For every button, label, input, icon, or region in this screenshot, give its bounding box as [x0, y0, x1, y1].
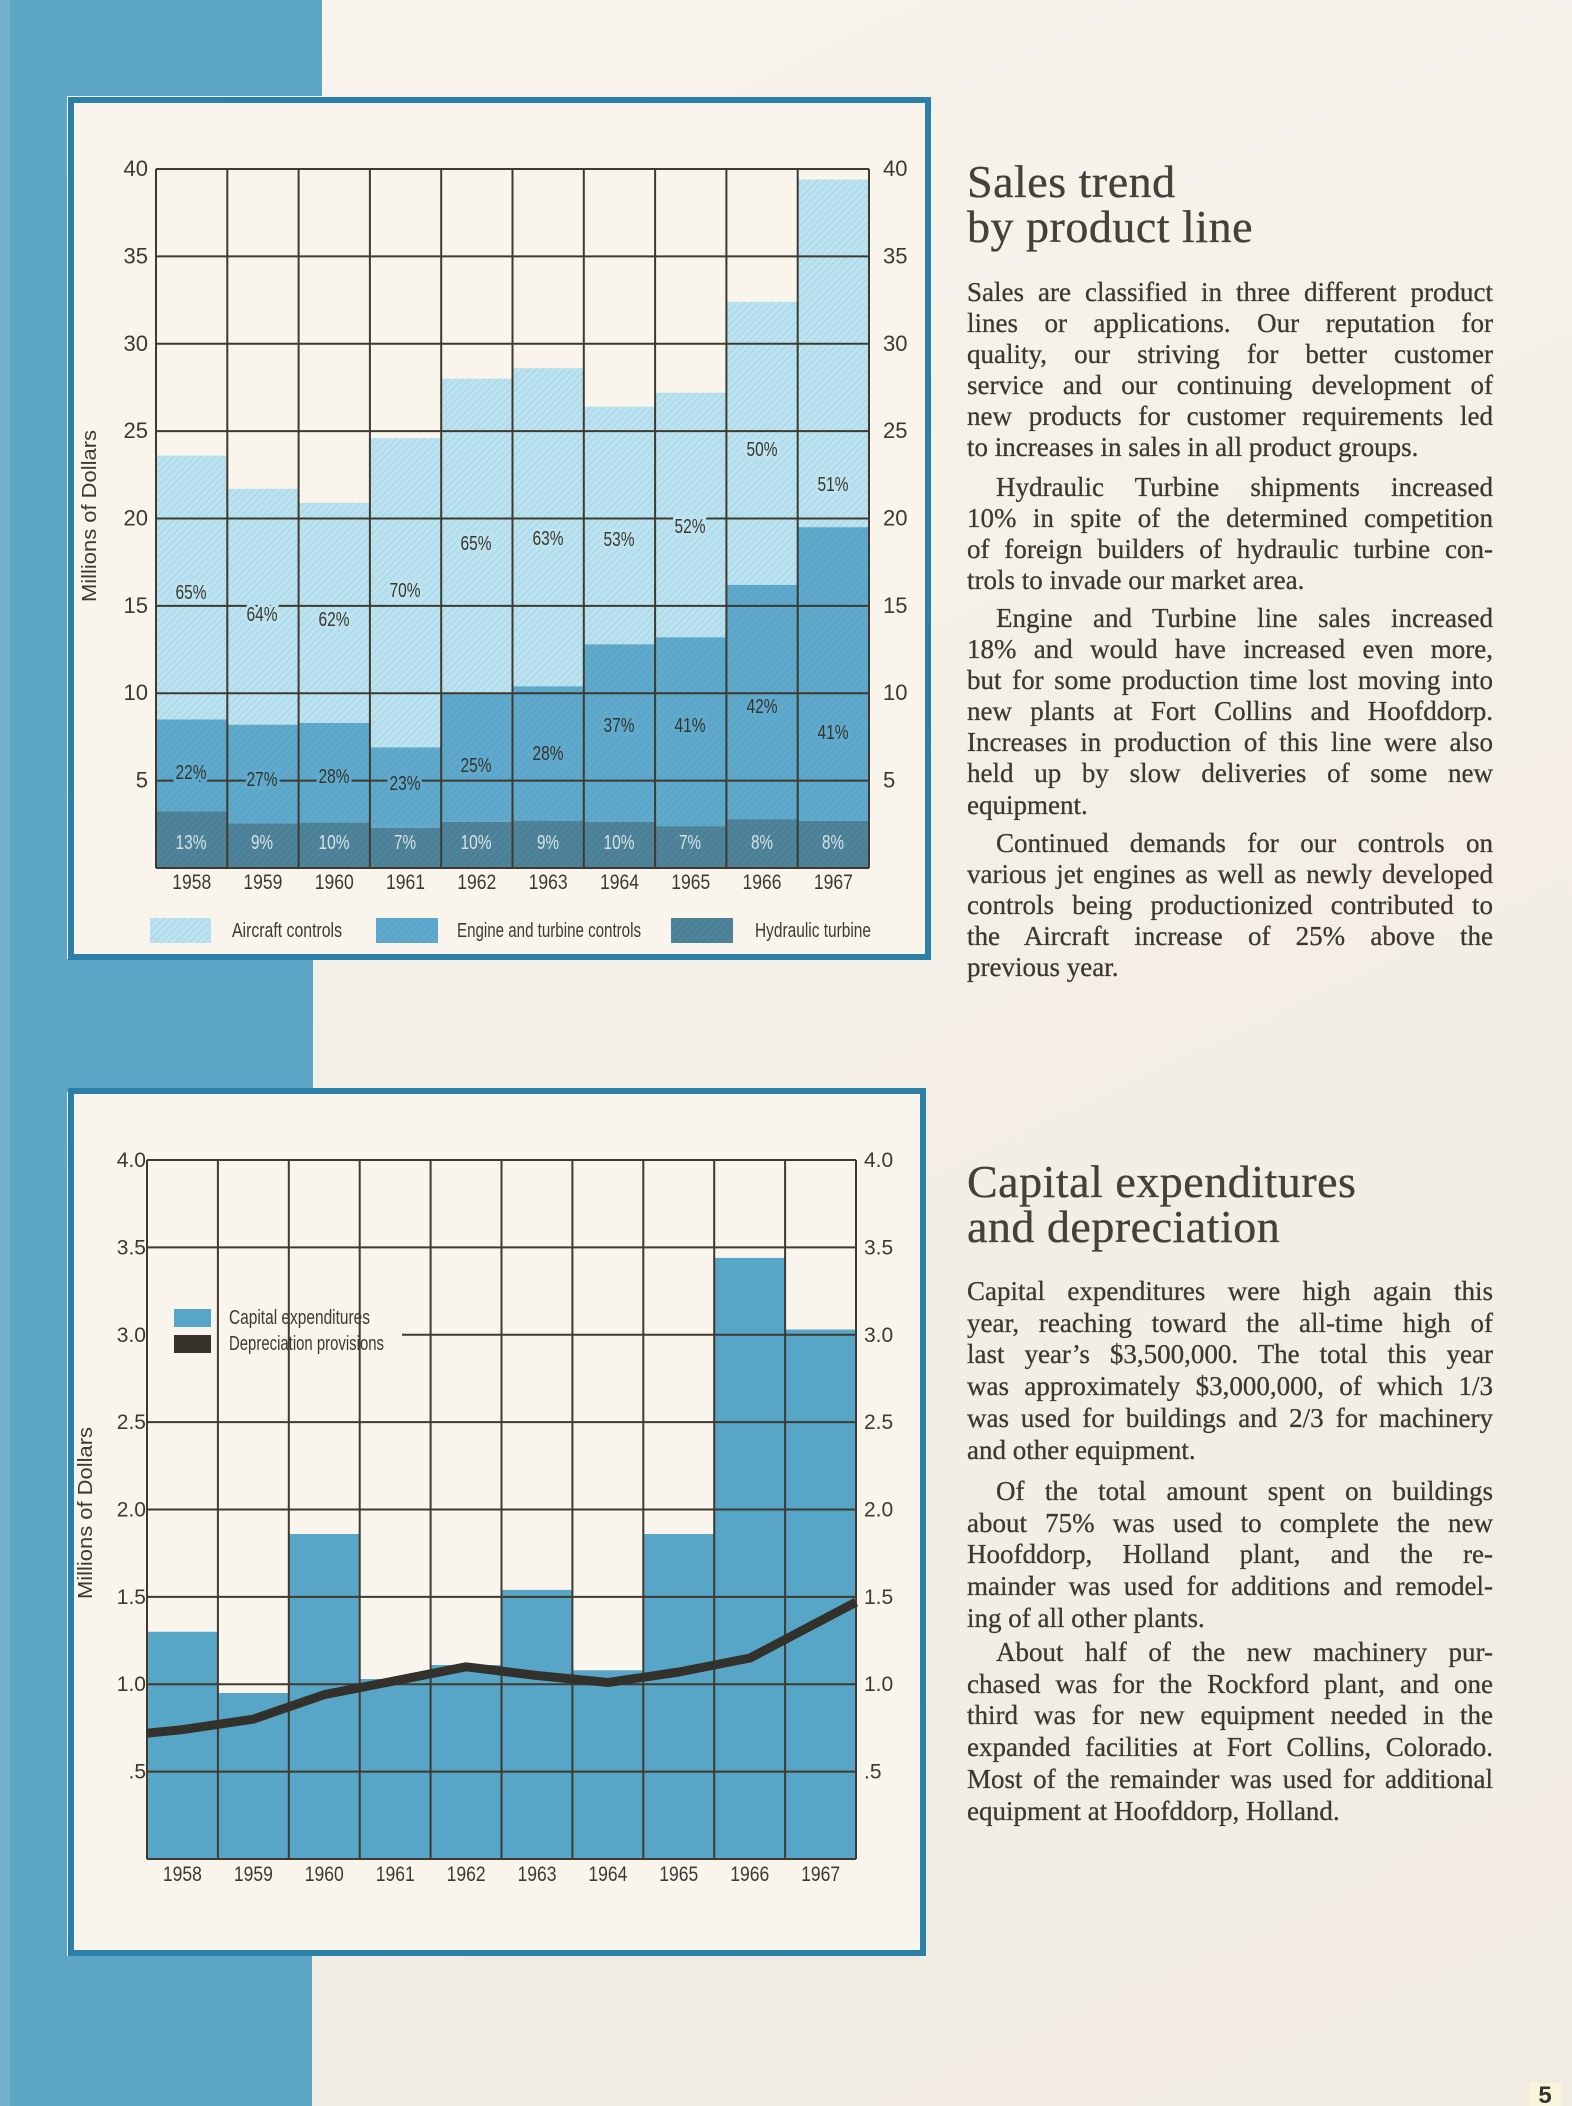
svg-text:10%: 10%	[319, 832, 350, 854]
svg-text:25: 25	[883, 418, 907, 443]
svg-text:1965: 1965	[659, 1863, 698, 1886]
svg-text:15: 15	[883, 593, 907, 618]
svg-text:35: 35	[124, 243, 148, 268]
svg-text:64%: 64%	[247, 604, 278, 626]
svg-text:1959: 1959	[243, 871, 282, 894]
svg-text:1964: 1964	[588, 1863, 627, 1886]
svg-text:1967: 1967	[814, 871, 853, 894]
svg-text:41%: 41%	[818, 722, 849, 744]
svg-text:1958: 1958	[163, 1863, 202, 1886]
svg-text:28%: 28%	[319, 766, 350, 788]
svg-text:1960: 1960	[305, 1863, 344, 1886]
svg-text:62%: 62%	[319, 609, 350, 631]
svg-text:27%: 27%	[247, 769, 278, 791]
svg-text:40: 40	[124, 156, 148, 181]
svg-text:3.5: 3.5	[864, 1236, 893, 1259]
svg-text:13%: 13%	[176, 832, 207, 854]
svg-text:1962: 1962	[457, 871, 496, 894]
svg-text:3.5: 3.5	[117, 1236, 146, 1259]
svg-text:1966: 1966	[730, 1863, 769, 1886]
svg-text:41%: 41%	[675, 715, 706, 737]
svg-text:1961: 1961	[376, 1863, 415, 1886]
svg-text:15: 15	[124, 593, 148, 618]
svg-text:1967: 1967	[801, 1863, 840, 1886]
svg-text:Depreciation provisions: Depreciation provisions	[229, 1333, 384, 1355]
svg-text:1958: 1958	[172, 871, 211, 894]
svg-text:Capital expenditures: Capital expenditures	[229, 1307, 370, 1329]
svg-text:.5: .5	[128, 1761, 146, 1784]
svg-text:30: 30	[124, 331, 148, 356]
svg-text:9%: 9%	[251, 832, 273, 854]
svg-text:Hydraulic turbine: Hydraulic turbine	[755, 920, 871, 942]
svg-text:Millions of Dollars: Millions of Dollars	[75, 1427, 97, 1599]
svg-text:10%: 10%	[604, 832, 635, 854]
svg-text:22%: 22%	[176, 762, 207, 784]
svg-text:1.5: 1.5	[117, 1586, 146, 1609]
svg-text:Millions of Dollars: Millions of Dollars	[79, 430, 101, 602]
svg-text:1966: 1966	[743, 871, 782, 894]
svg-text:8%: 8%	[751, 832, 773, 854]
svg-text:30: 30	[883, 331, 907, 356]
svg-text:3.0: 3.0	[864, 1324, 893, 1347]
svg-text:1959: 1959	[234, 1863, 273, 1886]
svg-text:10: 10	[883, 680, 907, 705]
svg-text:4.0: 4.0	[117, 1149, 146, 1172]
svg-text:5: 5	[883, 768, 895, 793]
svg-text:9%: 9%	[537, 832, 559, 854]
svg-text:10: 10	[124, 680, 148, 705]
svg-text:1963: 1963	[518, 1863, 557, 1886]
svg-text:4.0: 4.0	[864, 1149, 893, 1172]
svg-text:2.0: 2.0	[117, 1499, 146, 1522]
svg-text:53%: 53%	[604, 529, 635, 551]
svg-text:Aircraft controls: Aircraft controls	[232, 920, 342, 942]
svg-text:1.0: 1.0	[117, 1673, 146, 1696]
svg-text:2.5: 2.5	[864, 1411, 893, 1434]
svg-text:63%: 63%	[533, 528, 564, 550]
svg-text:52%: 52%	[675, 516, 706, 538]
svg-text:37%: 37%	[604, 715, 635, 737]
svg-text:65%: 65%	[461, 533, 492, 555]
svg-text:50%: 50%	[747, 439, 778, 461]
svg-text:28%: 28%	[533, 743, 564, 765]
svg-text:10%: 10%	[461, 832, 492, 854]
svg-text:7%: 7%	[394, 832, 416, 854]
svg-text:25: 25	[124, 418, 148, 443]
svg-text:1964: 1964	[600, 871, 639, 894]
svg-text:40: 40	[883, 156, 907, 181]
svg-text:51%: 51%	[818, 474, 849, 496]
svg-text:1960: 1960	[315, 871, 354, 894]
svg-text:20: 20	[124, 506, 148, 531]
svg-text:1.5: 1.5	[864, 1586, 893, 1609]
svg-text:65%: 65%	[176, 582, 207, 604]
svg-text:25%: 25%	[461, 755, 492, 777]
svg-text:23%: 23%	[390, 773, 421, 795]
svg-text:3.0: 3.0	[117, 1324, 146, 1347]
svg-text:7%: 7%	[679, 832, 701, 854]
svg-text:8%: 8%	[822, 832, 844, 854]
svg-text:1962: 1962	[447, 1863, 486, 1886]
svg-text:5: 5	[136, 768, 148, 793]
svg-text:35: 35	[883, 243, 907, 268]
svg-text:2.0: 2.0	[864, 1499, 893, 1522]
svg-text:Engine and turbine controls: Engine and turbine controls	[457, 920, 641, 942]
svg-text:1965: 1965	[671, 871, 710, 894]
svg-text:20: 20	[883, 506, 907, 531]
svg-text:1.0: 1.0	[864, 1673, 893, 1696]
svg-text:.5: .5	[864, 1761, 882, 1784]
svg-text:70%: 70%	[390, 580, 421, 602]
svg-text:2.5: 2.5	[117, 1411, 146, 1434]
svg-text:1963: 1963	[529, 871, 568, 894]
svg-text:1961: 1961	[386, 871, 425, 894]
svg-text:42%: 42%	[747, 696, 778, 718]
